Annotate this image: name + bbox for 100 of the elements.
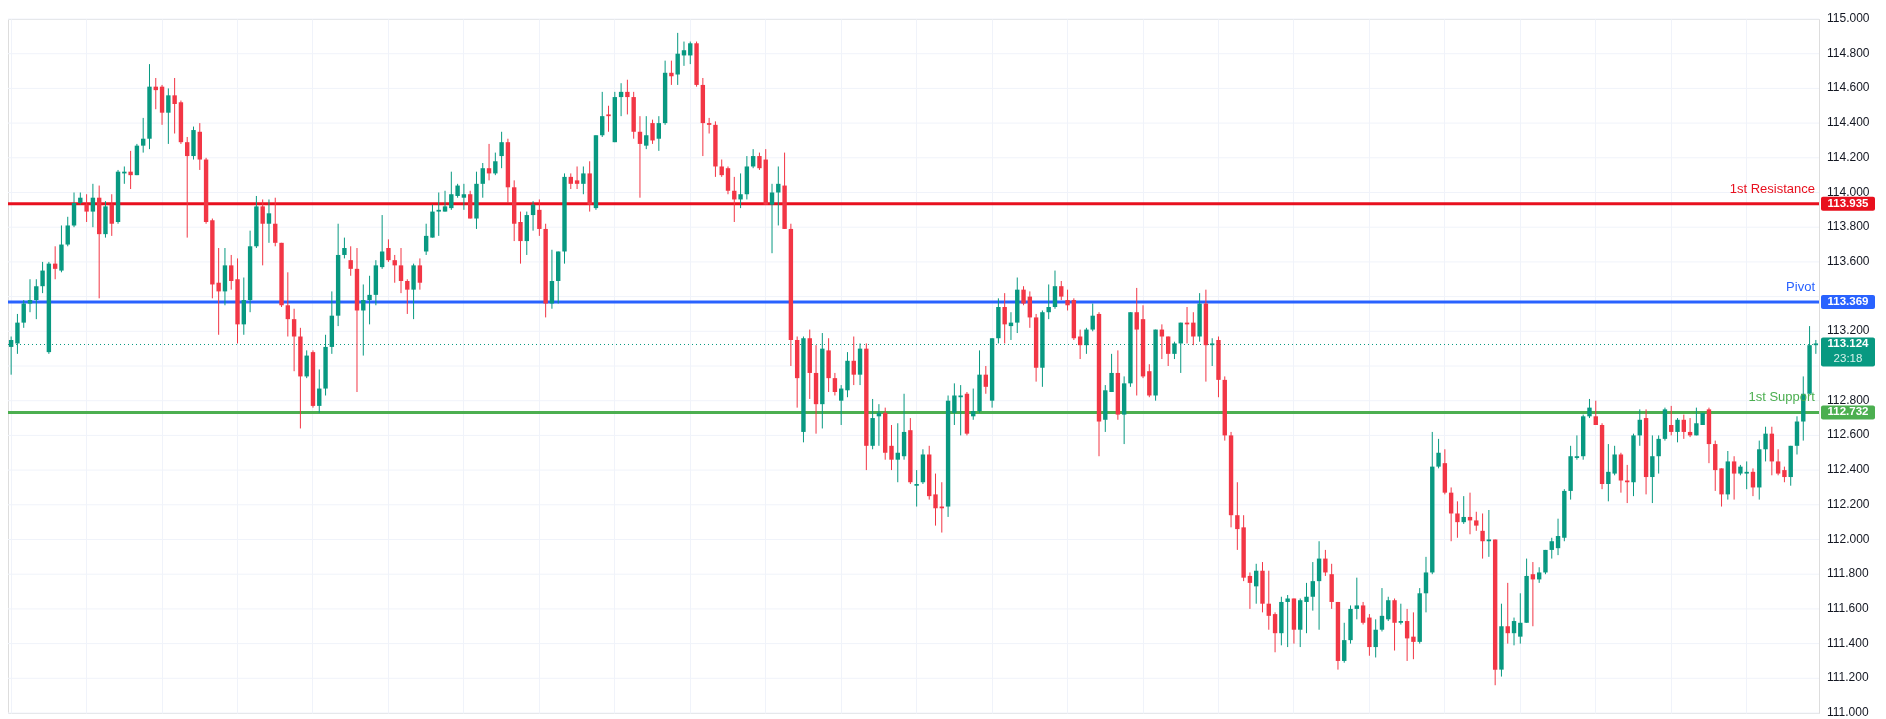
- y-tick-label: 114.200: [1827, 149, 1870, 164]
- candlestick: [1247, 571, 1253, 610]
- candlestick: [581, 165, 586, 195]
- y-tick-label: 114.000: [1827, 184, 1870, 199]
- y-tick-label: 112.000: [1827, 531, 1870, 546]
- candlestick: [1373, 618, 1378, 658]
- candlestick: [1543, 549, 1548, 575]
- candlestick: [1669, 405, 1674, 436]
- y-tick-label: 114.600: [1827, 80, 1870, 95]
- candlestick: [1065, 289, 1070, 311]
- candlestick: [1090, 303, 1095, 332]
- candlestick: [933, 473, 938, 527]
- candlestick: [895, 422, 900, 483]
- y-tick-label: 112.600: [1827, 427, 1870, 442]
- candlestick: [1191, 311, 1196, 346]
- candlestick: [1310, 561, 1315, 612]
- candlestick: [1423, 556, 1429, 613]
- candlestick: [1650, 434, 1655, 504]
- candlestick: [1763, 426, 1768, 462]
- candlestick: [1474, 511, 1479, 532]
- candlestick: [1021, 285, 1026, 306]
- candlestick: [291, 308, 297, 372]
- candlestick: [348, 245, 353, 277]
- candlestick: [1285, 594, 1290, 648]
- y-tick-label: 114.400: [1827, 115, 1870, 130]
- y-tick-label: 111.200: [1827, 670, 1869, 685]
- candlestick: [1775, 448, 1781, 476]
- candlestick: [379, 214, 385, 270]
- candlestick: [656, 115, 662, 152]
- y-tick-label: 113.200: [1827, 323, 1870, 338]
- candlestick: [417, 257, 423, 291]
- candlestick: [1398, 603, 1404, 626]
- y-tick-label: 112.400: [1827, 462, 1870, 477]
- candlestick: [644, 115, 649, 150]
- candlestick: [606, 105, 611, 133]
- candlestick: [1436, 438, 1441, 469]
- y-tick-label: 113.600: [1827, 253, 1870, 268]
- candlestick: [405, 278, 410, 315]
- candlestick: [1266, 570, 1271, 631]
- candlestick: [1656, 434, 1661, 475]
- text: 23:18: [1833, 352, 1863, 365]
- candlestick: [1386, 596, 1391, 622]
- candlestick: [1731, 455, 1737, 501]
- candlestick: [1323, 549, 1328, 577]
- candlestick: [1549, 537, 1554, 560]
- candlestick: [1675, 417, 1680, 443]
- candlestick: [1109, 353, 1114, 393]
- candlestick: [889, 424, 894, 471]
- text: 113.124: [1827, 337, 1870, 350]
- candlestick: [1505, 582, 1510, 645]
- candlestick: [229, 254, 234, 291]
- candlestick: [27, 278, 33, 313]
- candlestick: [1574, 434, 1580, 461]
- candlestick: [128, 150, 133, 190]
- candlestick: [172, 77, 177, 135]
- text: 113.935: [1827, 196, 1870, 209]
- candlestick: [442, 190, 448, 213]
- y-tick-label: 114.800: [1827, 45, 1870, 60]
- candlestick: [669, 60, 674, 86]
- candlestick: [260, 198, 265, 266]
- candlestick: [1480, 512, 1485, 560]
- candlestick: [1681, 414, 1686, 440]
- candlestick: [549, 249, 555, 310]
- candlestick: [398, 247, 404, 294]
- candlestick: [625, 79, 630, 115]
- candlestick: [1059, 280, 1064, 301]
- candlestick: [40, 261, 45, 294]
- candlestick: [1159, 323, 1165, 360]
- candlestick: [185, 136, 190, 239]
- candlestick: [738, 172, 743, 209]
- candlestick: [518, 211, 523, 265]
- candlestick: [574, 165, 580, 190]
- candlestick: [1134, 287, 1139, 396]
- candlestick: [706, 117, 712, 135]
- candlestick: [493, 152, 498, 176]
- candlestick: [285, 271, 291, 338]
- candlestick: [637, 115, 643, 199]
- candlestick: [304, 349, 309, 379]
- candlestick: [1379, 587, 1385, 632]
- candlestick: [769, 183, 775, 254]
- candlestick: [650, 119, 655, 145]
- candlestick: [688, 41, 693, 65]
- candlestick: [266, 198, 272, 244]
- candlestick: [1587, 398, 1592, 419]
- y-tick-label: 113.800: [1827, 219, 1870, 234]
- candlestick: [1518, 592, 1523, 645]
- ref-line-label: 1st Resistance: [1729, 180, 1815, 196]
- candlestick: [461, 183, 467, 211]
- candlestick: [1342, 622, 1347, 664]
- candlestick: [1511, 617, 1517, 646]
- candlestick: [838, 384, 844, 426]
- candlestick: [90, 183, 96, 228]
- candlestick: [1455, 500, 1460, 539]
- candlestick: [273, 197, 278, 247]
- y-tick-label: 115.000: [1827, 11, 1870, 25]
- candlestick: [499, 131, 504, 169]
- candlestick: [342, 237, 347, 259]
- candlestick: [1272, 611, 1278, 653]
- candlestick: [725, 165, 731, 195]
- candlestick: [776, 165, 781, 226]
